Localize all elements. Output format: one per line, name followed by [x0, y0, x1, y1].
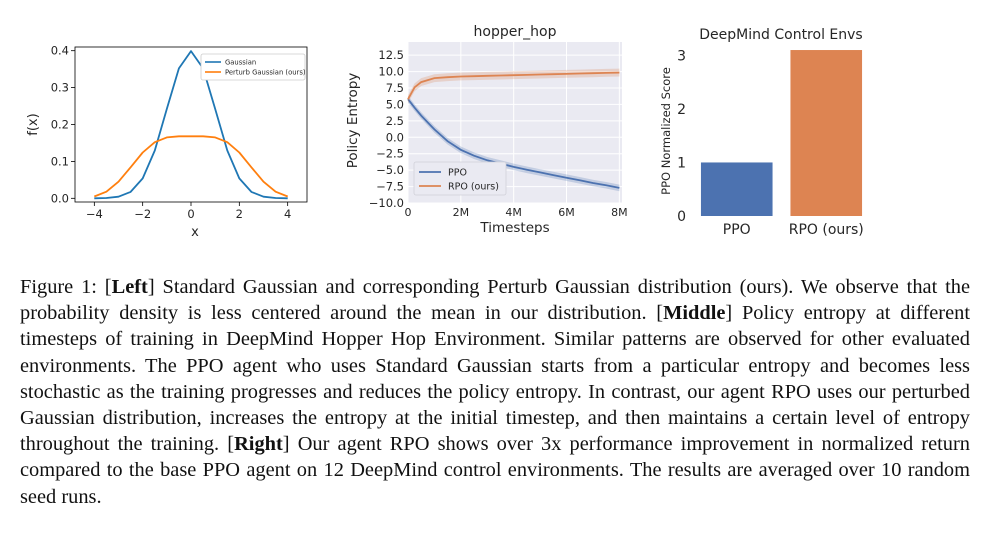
x-tick-label: RPO (ours) [789, 222, 864, 238]
x-tick-label: PPO [723, 222, 751, 238]
y-tick-label: 0.4 [51, 44, 69, 58]
y-tick-label: −7.5 [376, 180, 404, 194]
y-tick-label: 2 [677, 102, 686, 118]
right-tag: Right [234, 433, 283, 456]
series-line [93, 135, 289, 198]
y-axis-label: Policy Entropy [345, 73, 361, 169]
y-tick-label: 7.5 [386, 81, 404, 95]
figure-label: Figure 1: [20, 276, 97, 298]
figure-caption: Figure 1: [Left] Standard Gaussian and c… [20, 276, 971, 508]
figure-panels: −4 −2 0 2 4 0.0 0.1 0.2 0.3 0.4 x f(x) Gaussian Pertu… [26, 24, 864, 240]
series-line [407, 71, 620, 100]
series-line [94, 50, 288, 200]
chart-title: hopper_hop [474, 24, 557, 40]
legend-entry: RPO (ours) [448, 182, 499, 193]
left-text: Standard Gaussian and corresponding Pert… [20, 276, 971, 325]
x-axis-label: Timesteps [479, 220, 549, 236]
middle-text: Policy entropy at different timesteps of… [20, 302, 971, 456]
gaussian-density-panel: −4 −2 0 2 4 0.0 0.1 0.2 0.3 0.4 x f(x) Gaussian Pertu… [26, 44, 308, 240]
x-tick-label: 2 [236, 207, 243, 221]
x-tick-label: 4M [505, 206, 522, 219]
y-tick-label: 0.3 [51, 81, 69, 95]
legend-entry: PPO [448, 168, 467, 179]
x-tick-label: 8M [611, 206, 628, 219]
y-tick-label: −5.0 [376, 163, 404, 177]
y-axis-label: f(x) [26, 113, 41, 135]
x-tick-label: 0 [405, 206, 412, 219]
y-tick-label: 3 [677, 48, 686, 64]
series-line [407, 98, 620, 189]
x-tick-label: 4 [284, 207, 291, 221]
y-tick-label: −2.5 [376, 147, 404, 161]
right-text: Our agent RPO shows over 3x performance … [20, 433, 970, 508]
x-axis-label: x [191, 225, 199, 240]
y-tick-label: 0.2 [51, 118, 69, 132]
x-tick-label: −4 [86, 207, 103, 221]
bar [700, 162, 773, 216]
y-tick-label: 12.5 [378, 48, 404, 62]
legend-box [200, 53, 306, 81]
y-tick-label: 2.5 [386, 114, 404, 128]
chart-title: DeepMind Control Envs [699, 27, 862, 43]
x-tick-label: −2 [134, 207, 151, 221]
legend-entry: Gaussian [225, 59, 256, 67]
bar [790, 50, 863, 217]
y-tick-label: 1 [677, 155, 686, 171]
x-tick-label: 0 [187, 207, 194, 221]
legend-entry: Perturb Gaussian (ours) [225, 69, 306, 77]
y-tick-label: 0.0 [386, 130, 404, 144]
left-tag: Left [111, 276, 148, 298]
middle-tag: Middle [663, 302, 726, 325]
x-tick-label: 6M [558, 206, 575, 219]
policy-entropy-panel: 0 2M 4M 6M 8M −10.0 −7.5 −5.0 −2.5 0.0 2.5 5.0 7.5 10… [345, 24, 628, 236]
y-axis-label: PPO Normalized Score [659, 67, 673, 195]
y-tick-label: 0.1 [51, 154, 69, 168]
x-tick-label: 2M [453, 206, 470, 219]
normalized-score-panel: PPO RPO (ours) 0 1 2 3 DeepMind Control Envs PP… [659, 27, 864, 238]
y-tick-label: 0.0 [51, 191, 69, 205]
y-tick-label: 0 [677, 209, 686, 225]
y-tick-label: 10.0 [378, 65, 404, 79]
y-tick-label: −10.0 [369, 196, 404, 210]
y-tick-label: 5.0 [386, 97, 404, 111]
